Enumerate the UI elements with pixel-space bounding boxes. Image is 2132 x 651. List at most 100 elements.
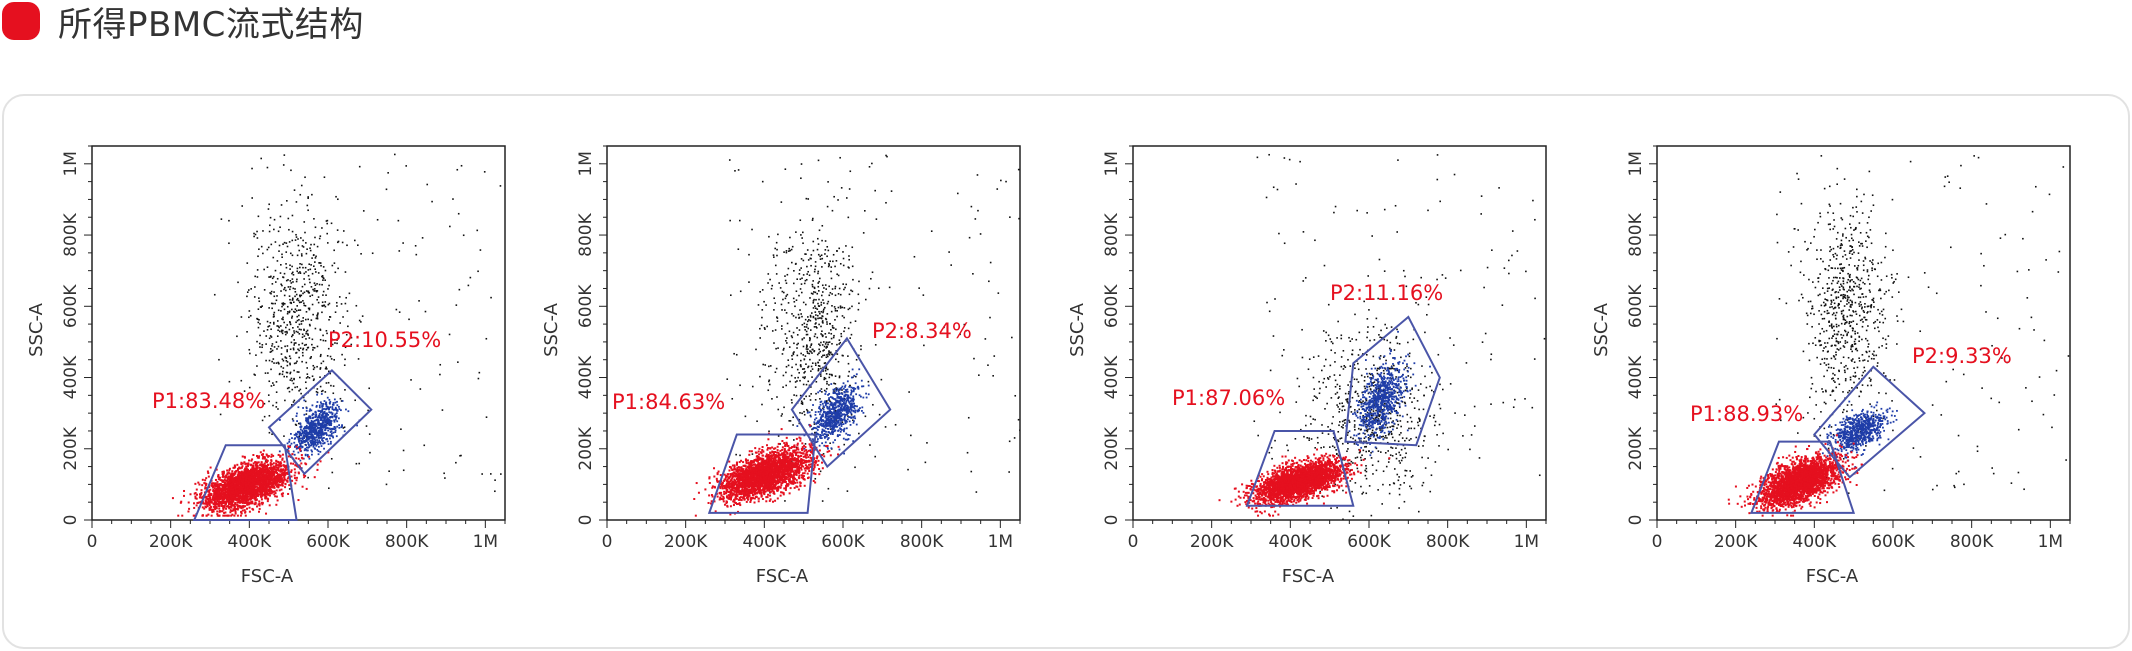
event-other (809, 297, 811, 299)
event-other (284, 345, 286, 348)
event-p2 (317, 420, 319, 423)
event-other (796, 334, 799, 336)
x-tick-label: 400K (743, 532, 787, 552)
event-p1 (266, 467, 269, 470)
event-other (993, 355, 996, 357)
event-other (280, 325, 282, 327)
event-p1 (255, 494, 258, 497)
event-p1 (266, 483, 269, 486)
event-p1 (271, 472, 274, 475)
event-other (267, 325, 269, 328)
event-other (309, 324, 311, 327)
event-other (273, 291, 275, 293)
event-other (275, 391, 278, 393)
event-other (833, 327, 835, 329)
event-p1 (241, 455, 244, 458)
event-other (301, 336, 304, 339)
event-other (271, 345, 273, 347)
event-p1 (250, 478, 253, 481)
event-p2 (345, 408, 347, 411)
event-p1 (257, 461, 260, 464)
event-p1 (237, 497, 240, 500)
event-p1 (286, 477, 289, 480)
event-p1 (275, 469, 278, 472)
event-other (286, 349, 288, 351)
event-p2 (290, 432, 292, 435)
event-other (324, 301, 327, 303)
event-other (781, 328, 783, 330)
event-p1 (268, 485, 271, 488)
event-other (362, 210, 365, 212)
event-other (292, 273, 295, 276)
event-other (817, 361, 820, 364)
event-other (808, 337, 811, 339)
event-other (248, 386, 251, 389)
event-p2 (308, 415, 311, 418)
event-p2 (305, 420, 308, 423)
event-other (800, 291, 803, 294)
event-p2 (316, 426, 319, 429)
event-other (805, 346, 808, 348)
event-p1 (208, 508, 211, 511)
event-p1 (264, 496, 267, 499)
event-p2 (304, 426, 307, 428)
event-other (843, 330, 845, 333)
event-other (267, 372, 269, 374)
event-other (299, 376, 301, 379)
event-other (849, 337, 852, 339)
event-other (767, 282, 769, 284)
event-p1 (258, 466, 261, 469)
event-other (831, 326, 834, 329)
event-p1 (240, 507, 243, 510)
event-p1 (240, 463, 243, 466)
event-other (279, 272, 282, 274)
event-p1 (226, 469, 229, 472)
event-other (311, 272, 314, 275)
event-other (821, 315, 823, 317)
event-other (315, 390, 318, 393)
event-other (286, 387, 289, 390)
event-p2 (315, 444, 318, 447)
event-other (801, 368, 804, 370)
event-p2 (305, 437, 308, 440)
event-p1 (252, 462, 255, 465)
event-other (494, 490, 496, 493)
event-other (760, 324, 763, 327)
event-other (791, 245, 794, 248)
event-other (266, 166, 269, 169)
event-p1 (279, 476, 282, 479)
event-other (819, 470, 822, 473)
event-p1 (297, 457, 300, 460)
event-other (280, 290, 282, 292)
event-p1 (246, 483, 249, 486)
event-other (251, 167, 253, 170)
event-other (305, 252, 308, 255)
event-p1 (253, 471, 256, 474)
event-other (313, 218, 315, 220)
event-p1 (219, 484, 222, 487)
event-p2 (333, 419, 335, 422)
event-p1 (217, 483, 220, 486)
event-other (271, 349, 274, 352)
event-other (826, 323, 828, 325)
event-other (841, 421, 844, 423)
event-p2 (296, 412, 298, 415)
event-p1 (208, 502, 211, 505)
event-other (831, 293, 833, 295)
event-p2 (311, 442, 314, 445)
event-p2 (306, 437, 309, 440)
event-p1 (279, 455, 282, 458)
event-p2 (313, 438, 316, 441)
event-p2 (309, 440, 312, 442)
event-p1 (244, 481, 247, 484)
event-p2 (297, 451, 300, 454)
event-p2 (316, 443, 319, 445)
event-other (805, 344, 808, 347)
event-other (815, 364, 817, 367)
event-other (293, 342, 296, 344)
event-p1 (238, 501, 241, 504)
event-other (264, 372, 267, 374)
event-other (803, 337, 805, 339)
event-other (325, 220, 328, 222)
event-other (827, 300, 830, 303)
